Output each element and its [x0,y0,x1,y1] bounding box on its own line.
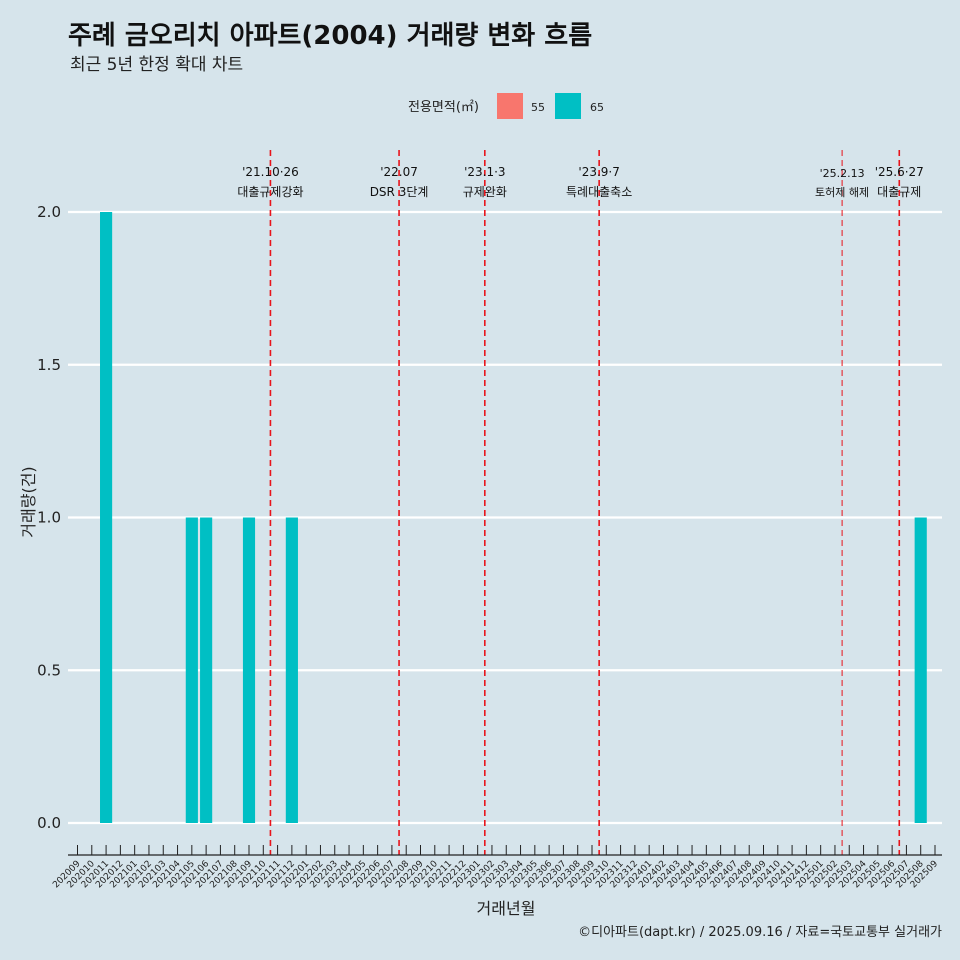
event-date: '25.2.13 [820,167,865,180]
event-date: '23.9·7 [578,165,619,179]
y-tick-label: 1.0 [37,509,61,527]
legend: 전용면적(㎡) 55 65 [408,93,604,119]
event-label: 토허제 해제 [815,185,869,199]
bar-202508 [914,517,927,823]
bar-202109 [242,517,256,823]
x-axis: 2020092020102020112020122021012021022021… [51,845,942,890]
x-axis-title: 거래년월 [477,899,536,918]
legend-swatch-65 [555,93,581,119]
legend-swatch-55 [497,93,523,119]
event-label: 대출규제 [877,185,921,199]
bar-202112 [285,517,298,823]
gridlines [68,210,942,825]
event-label: 대출규제강화 [237,185,303,199]
y-tick-label: 0.5 [37,661,61,679]
event-date: '23.1·3 [464,165,505,179]
event-date: '25.6·27 [875,165,924,179]
event-label: 특례대출축소 [566,185,632,199]
bar-202105 [185,517,198,823]
event-date: '21.10·26 [242,165,299,179]
chart-caption: ©디아파트(dapt.kr) / 2025.09.16 / 자료=국토교통부 실… [578,925,942,940]
event-label: DSR 3단계 [370,185,429,199]
legend-title: 전용면적(㎡) [408,100,479,115]
y-tick-label: 0.0 [37,814,61,832]
event-date: '22.07 [380,165,418,179]
bar-202011 [100,212,113,823]
y-tick-label: 2.0 [37,203,61,221]
bar-202106 [200,517,213,823]
legend-label-65: 65 [590,101,604,114]
chart-subtitle: 최근 5년 한정 확대 차트 [70,55,243,75]
y-tick-label: 1.5 [37,356,61,374]
event-label: 규제완화 [463,185,507,199]
event-markers: '21.10·26 대출규제강화 '22.07 DSR 3단계 '23.1·3 규제완화 '… [237,150,924,855]
bars [100,212,927,823]
chart-title: 주례 금오리치 아파트(2004) 거래량 변화 흐름 [68,21,592,51]
legend-label-55: 55 [531,101,545,114]
y-axis-title: 거래량(건) [19,466,38,537]
y-axis: 0.0 0.5 1.0 1.5 2.0 [37,203,61,832]
